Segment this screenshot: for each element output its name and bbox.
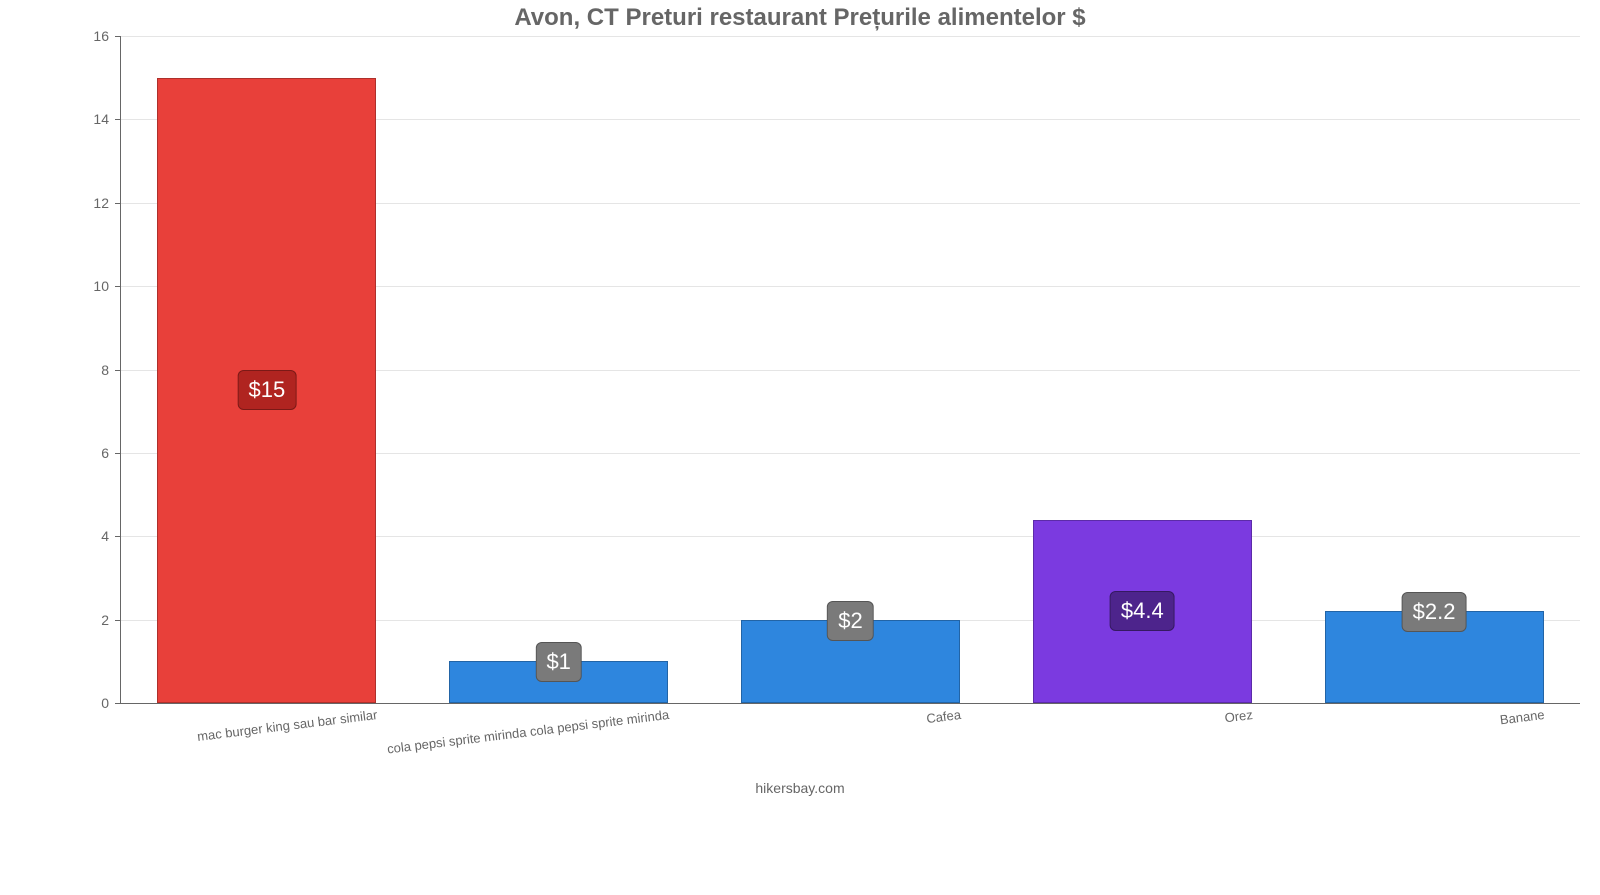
y-axis-label: 10	[93, 278, 121, 294]
chart-title: Avon, CT Preturi restaurant Prețurile al…	[0, 0, 1600, 36]
y-axis-label: 8	[101, 362, 121, 378]
plot-area: 0246810121416$15mac burger king sau bar …	[120, 36, 1580, 704]
y-axis-label: 16	[93, 28, 121, 44]
bar: $15	[157, 78, 376, 703]
bar: $4.4	[1033, 520, 1252, 703]
bar: $2	[741, 620, 960, 703]
chart-area: 0246810121416$15mac burger king sau bar …	[120, 36, 1580, 704]
bar-value-label: $1	[535, 642, 581, 682]
gridline	[121, 36, 1580, 37]
y-axis-label: 0	[101, 695, 121, 711]
y-axis-label: 14	[93, 111, 121, 127]
y-axis-label: 6	[101, 445, 121, 461]
source-label: hikersbay.com	[0, 780, 1600, 796]
x-axis-label: mac burger king sau bar similar	[123, 707, 378, 753]
bar-value-label: $15	[238, 370, 297, 410]
bar-value-label: $2.2	[1402, 592, 1467, 632]
y-axis-label: 12	[93, 195, 121, 211]
y-axis-label: 2	[101, 612, 121, 628]
bar-value-label: $4.4	[1110, 591, 1175, 631]
y-axis-label: 4	[101, 528, 121, 544]
bar-value-label: $2	[827, 601, 873, 641]
bar: $2.2	[1325, 611, 1544, 703]
bar: $1	[449, 661, 668, 703]
